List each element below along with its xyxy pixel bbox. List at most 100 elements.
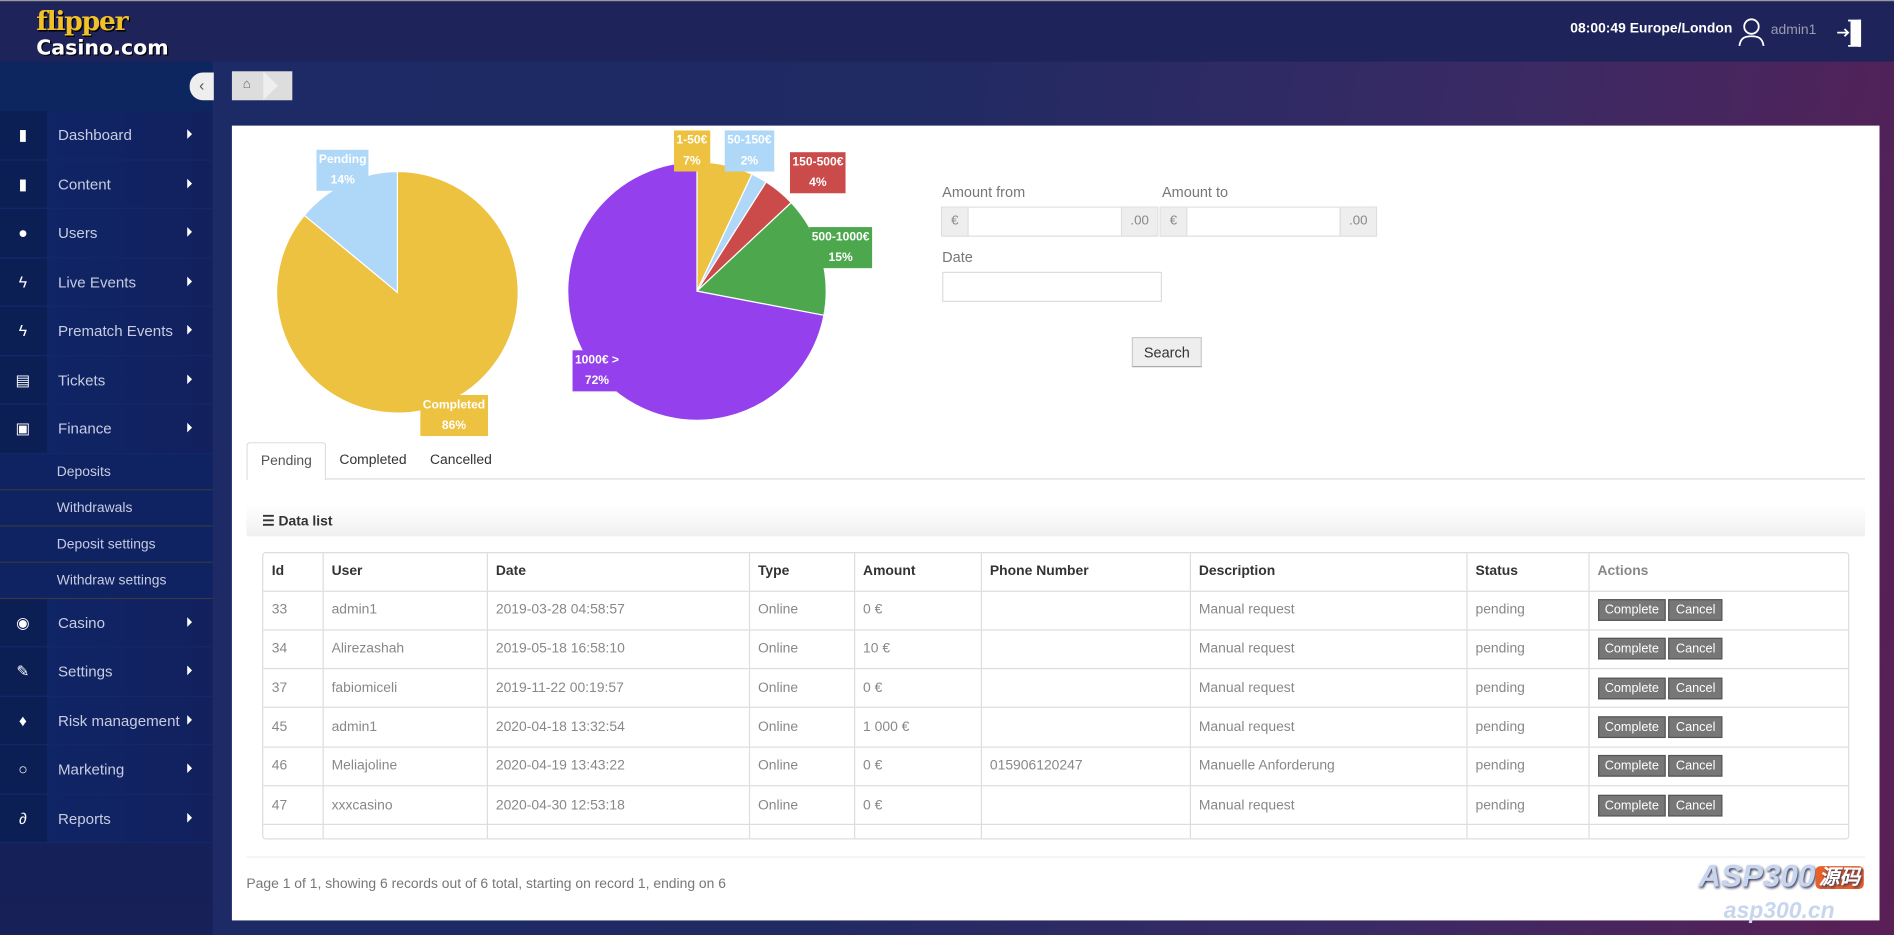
actions-cell: Complete Cancel	[1588, 629, 1849, 670]
cancel-button[interactable]: Cancel	[1668, 794, 1723, 817]
logo[interactable]: flipper Casino.com	[36, 6, 169, 61]
sidebar-subitem-deposit-settings[interactable]: Deposit settings	[0, 526, 213, 563]
cell: Meliajoline	[322, 746, 488, 787]
home-icon[interactable]: ⌂	[242, 77, 251, 92]
sidebar-subitem-deposits[interactable]: Deposits	[0, 453, 213, 490]
column-header: Type	[748, 553, 855, 592]
breadcrumb-separator	[263, 71, 278, 101]
date-label: Date	[942, 248, 973, 266]
sidebar-item-finance[interactable]: ▣ Finance	[0, 404, 213, 454]
sidebar-item-tickets[interactable]: ▤ Tickets	[0, 355, 213, 405]
caret-right-icon	[187, 227, 193, 237]
complete-button[interactable]: Complete	[1597, 755, 1667, 778]
cell: admin1	[322, 590, 488, 631]
complete-button[interactable]: Complete	[1597, 794, 1667, 817]
cell: Manual request	[1189, 590, 1468, 631]
username[interactable]: admin1	[1770, 22, 1817, 38]
cell: Manual request	[1189, 629, 1468, 670]
column-header: User	[322, 553, 488, 592]
date-input[interactable]	[942, 271, 1163, 302]
cell: 2020-04-19 13:43:22	[486, 746, 750, 787]
caret-right-icon	[187, 763, 193, 774]
column-header: Id	[263, 553, 324, 592]
column-header: Actions	[1588, 553, 1849, 592]
cancel-button[interactable]: Cancel	[1668, 677, 1723, 700]
caret-right-icon	[187, 714, 193, 725]
tab-completed[interactable]: Completed	[339, 452, 407, 468]
sidebar-item-settings[interactable]: ✎ Settings	[0, 647, 213, 697]
cell: pending	[1466, 746, 1590, 787]
currency-addon: €	[942, 207, 969, 236]
cancel-button[interactable]: Cancel	[1668, 599, 1723, 622]
cell: 1 000 €	[853, 707, 982, 748]
tab-cancelled[interactable]: Cancelled	[430, 452, 492, 468]
table-row: 47 xxxcasino 2020-04-30 12:53:18 Online 0 € M…	[263, 785, 1849, 826]
caret-right-icon	[187, 178, 193, 188]
sidebar-item-dashboard[interactable]: ▮ Dashboard	[0, 111, 213, 161]
money-icon: ▣	[15, 419, 31, 438]
complete-button[interactable]: Complete	[1597, 677, 1667, 700]
column-header: Phone Number	[980, 553, 1191, 592]
table-row: 33 admin1 2019-03-28 04:58:57 Online 0 € Manu…	[263, 590, 1849, 631]
actions-cell: Complete Cancel	[1588, 590, 1849, 631]
complete-button[interactable]: Complete	[1597, 599, 1667, 622]
table-row: 37 fabiomiceli 2019-11-22 00:19:57 Online 0 …	[263, 668, 1849, 709]
caret-right-icon	[187, 665, 193, 676]
pie-label: Pending 14%	[316, 149, 369, 191]
actions-cell: Complete Cancel	[1588, 668, 1849, 709]
column-header: Description	[1189, 553, 1468, 592]
cancel-button[interactable]: Cancel	[1668, 716, 1723, 739]
amount-pie-chart	[567, 161, 827, 421]
amount-to-input[interactable]	[1187, 207, 1340, 236]
complete-button[interactable]: Complete	[1597, 638, 1667, 661]
amount-to-group: € .00	[1159, 206, 1378, 237]
decimals-addon: .00	[1339, 207, 1376, 236]
logout-icon[interactable]	[1836, 17, 1865, 48]
sidebar-item-live-events[interactable]: ϟ Live Events	[0, 257, 213, 307]
user-avatar-icon[interactable]	[1737, 16, 1766, 47]
bolt-icon: ϟ	[18, 272, 28, 291]
actions-cell: Complete Cancel	[1588, 785, 1849, 826]
decimals-addon: .00	[1120, 207, 1158, 236]
collapse-sidebar-button[interactable]: ‹	[189, 72, 214, 101]
sidebar-subitem-withdrawals[interactable]: Withdrawals	[0, 489, 213, 527]
cell: 2020-04-30 12:53:18	[486, 785, 750, 826]
cell: Manual request	[1189, 707, 1468, 748]
cell: pending	[1466, 668, 1590, 709]
amount-from-group: € .00	[940, 206, 1159, 237]
cell: Manual request	[1189, 785, 1468, 826]
sidebar-item-marketing[interactable]: ○ Marketing	[0, 745, 213, 795]
sidebar-item-users[interactable]: ● Users	[0, 208, 213, 258]
breadcrumb: ⌂	[231, 71, 293, 101]
cell: Online	[748, 707, 855, 748]
column-header: Status	[1466, 553, 1590, 592]
pie-label: Completed 86%	[420, 394, 488, 437]
cell: 2019-03-28 04:58:57	[486, 590, 750, 631]
top-bar: flipper Casino.com 08:00:49 Europe/London…	[0, 0, 1894, 62]
table-row: 46 Meliajoline 2020-04-19 13:43:22 Online 0 …	[263, 746, 1849, 787]
sidebar-item-prematch-events[interactable]: ϟ Prematch Events	[0, 306, 213, 356]
column-header: Amount	[853, 553, 982, 592]
search-button[interactable]: Search	[1131, 337, 1202, 368]
pie-label: 1-50€ 7%	[674, 130, 710, 172]
data-list-header: ☰ Data list	[246, 504, 1866, 537]
cell: Online	[748, 785, 855, 826]
cancel-button[interactable]: Cancel	[1668, 755, 1723, 778]
sidebar-item-risk-management[interactable]: ♦ Risk management	[0, 696, 213, 746]
tab-pending[interactable]: Pending	[246, 442, 327, 481]
caret-right-icon	[187, 616, 193, 627]
caret-right-icon	[187, 276, 193, 286]
paperclip-icon: ∂	[19, 808, 27, 827]
cell: 33	[263, 590, 324, 631]
sidebar-item-casino[interactable]: ◉ Casino	[0, 598, 213, 648]
sidebar-menu: ▮ Dashboard ▮ Content ● Users ϟ Live Events ϟ Pre…	[0, 111, 213, 844]
sidebar-item-content[interactable]: ▮ Content	[0, 160, 213, 209]
sidebar-subitem-withdraw-settings[interactable]: Withdraw settings	[0, 562, 213, 599]
cell: 2019-11-22 00:19:57	[486, 668, 750, 709]
complete-button[interactable]: Complete	[1597, 716, 1667, 739]
cell: 34	[263, 629, 324, 670]
cancel-button[interactable]: Cancel	[1668, 638, 1723, 661]
cell: 0 €	[853, 746, 982, 787]
amount-from-input[interactable]	[968, 207, 1121, 236]
sidebar-item-reports[interactable]: ∂ Reports	[0, 794, 213, 844]
